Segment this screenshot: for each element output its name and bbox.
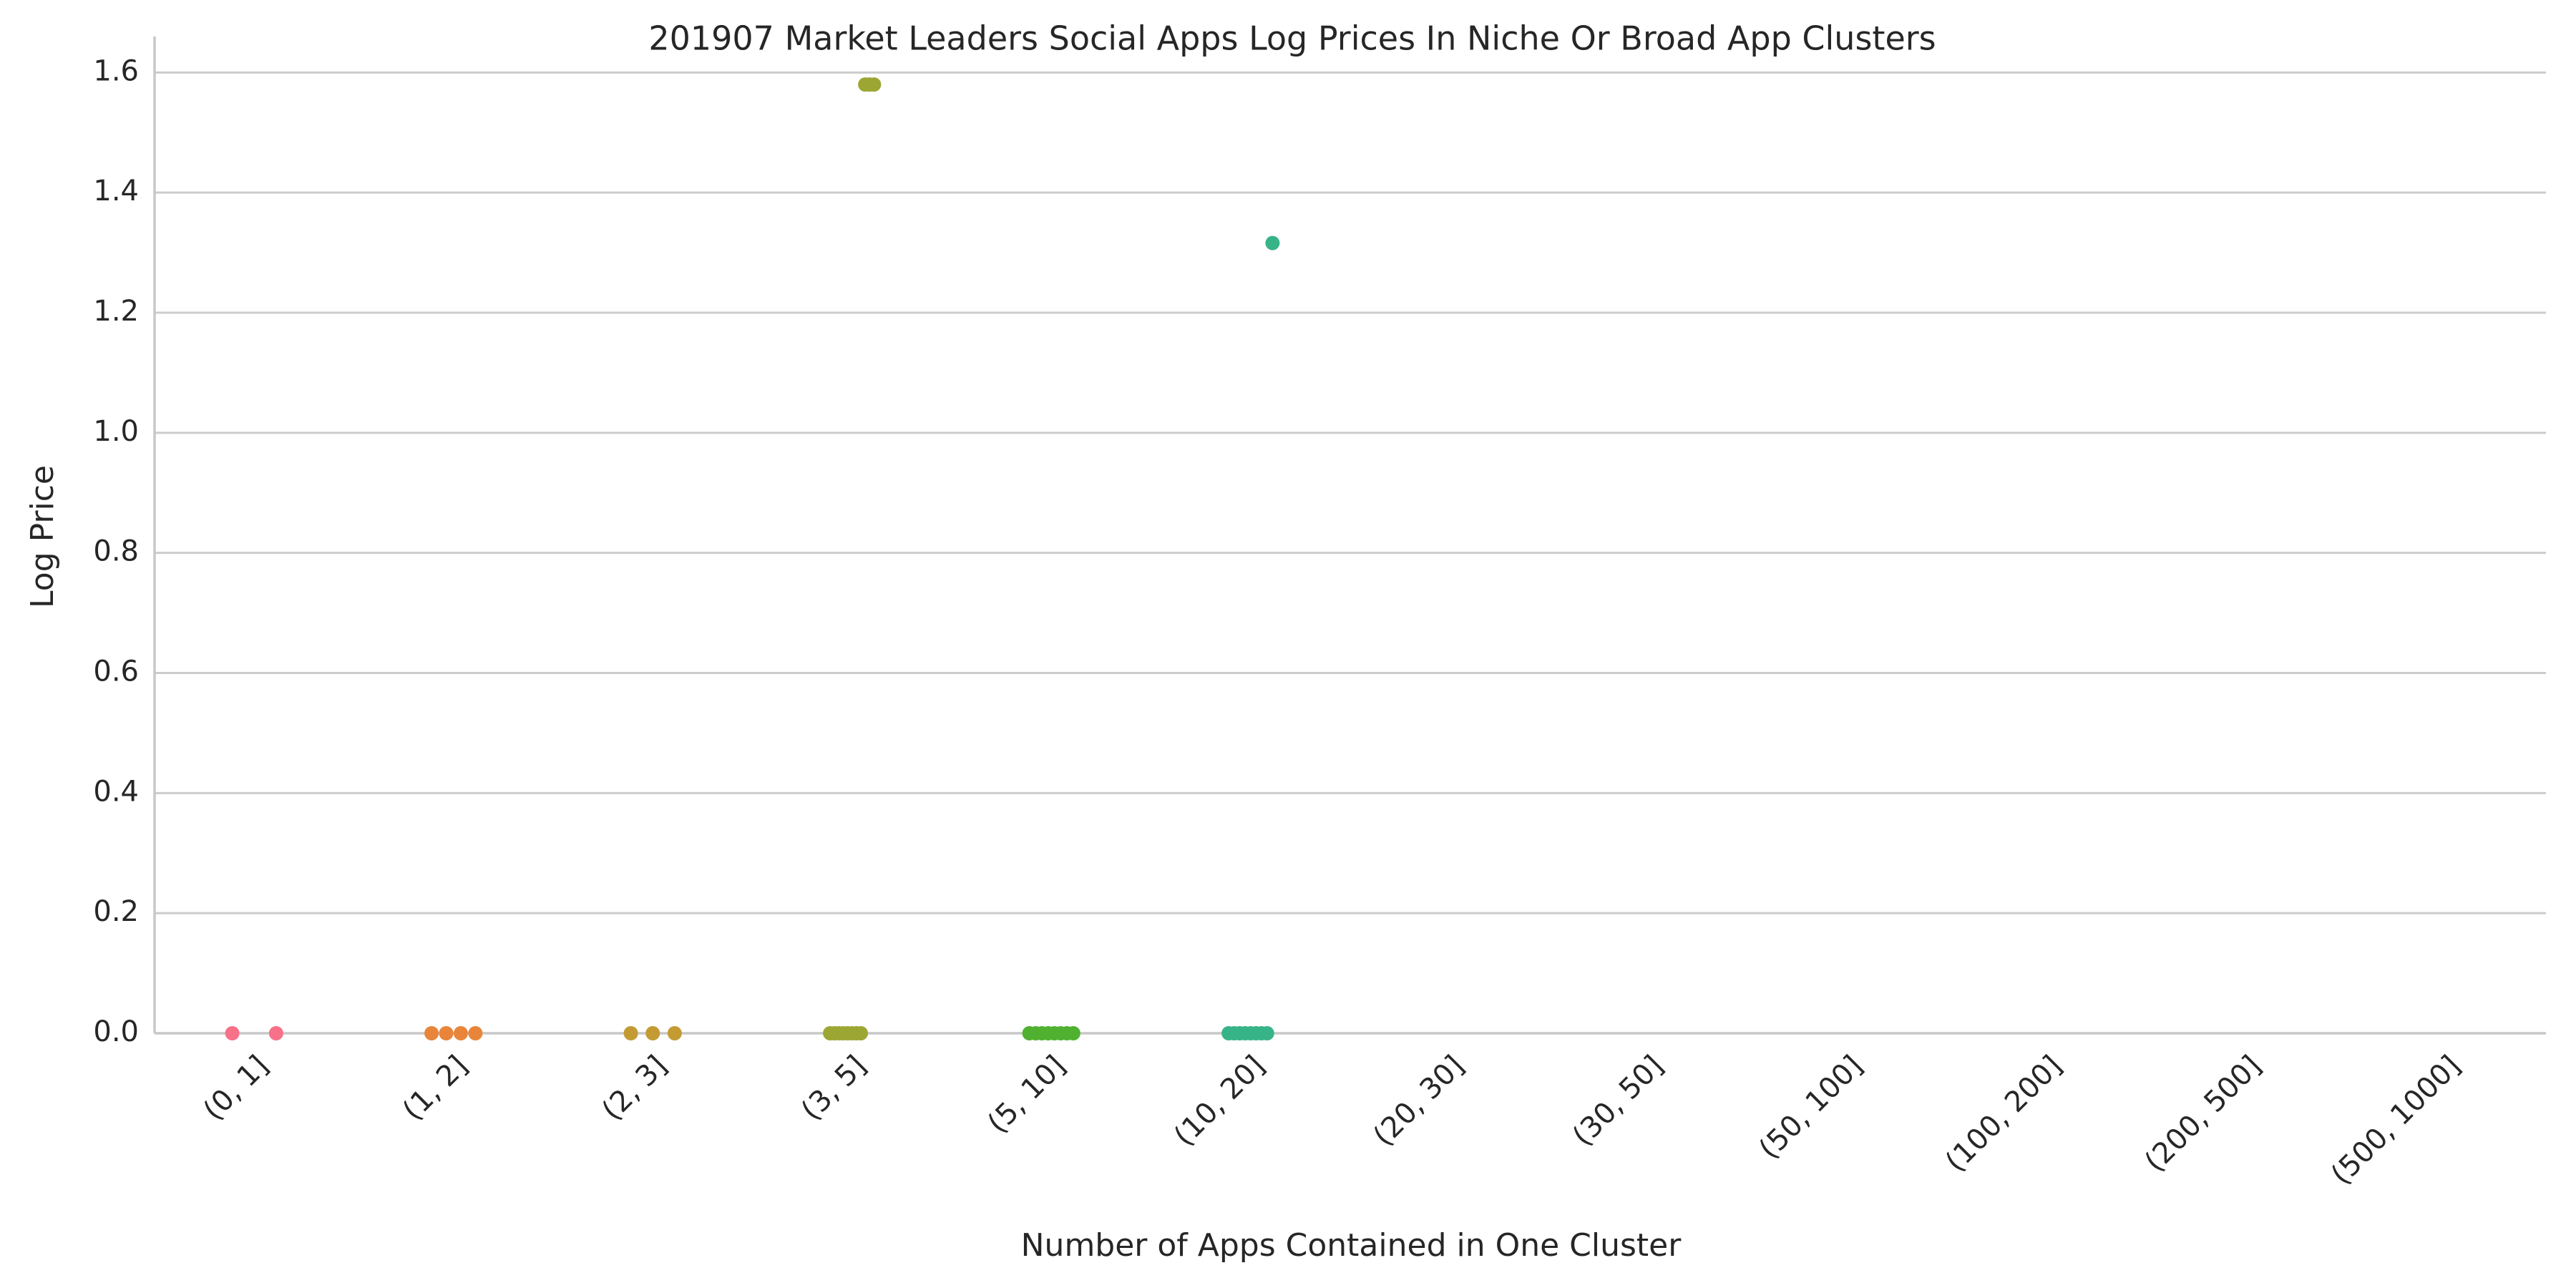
point <box>623 1026 638 1040</box>
point <box>225 1026 240 1040</box>
x-tick-label: (1, 2] <box>396 1049 474 1127</box>
y-tick-label: 0.8 <box>93 535 139 568</box>
y-tick-label: 0.6 <box>93 655 139 688</box>
y-tick-label: 0.4 <box>93 775 139 808</box>
point <box>424 1026 439 1040</box>
x-tick-label: (3, 5] <box>795 1049 873 1127</box>
y-tick-label: 1.2 <box>93 295 139 328</box>
x-tick-label: (30, 50] <box>1566 1049 1670 1153</box>
y-tick-label: 1.0 <box>93 415 139 448</box>
point <box>268 1026 283 1040</box>
x-tick-label: (5, 10] <box>982 1049 1073 1140</box>
y-tick-label: 0.2 <box>93 895 139 928</box>
point <box>453 1026 468 1040</box>
x-tick-label: (100, 200] <box>1939 1049 2069 1179</box>
y-tick-label: 0.0 <box>93 1015 139 1048</box>
point <box>1259 1026 1274 1040</box>
y-tick-label: 1.6 <box>93 54 139 87</box>
y-tick-label: 1.4 <box>93 175 139 208</box>
point <box>1065 1026 1080 1040</box>
x-tick-label: (50, 100] <box>1753 1049 1870 1166</box>
x-axis-label: Number of Apps Contained in One Cluster <box>1021 1227 1682 1264</box>
x-tick-label: (200, 500] <box>2139 1049 2268 1179</box>
chart-title: 201907 Market Leaders Social Apps Log Pr… <box>648 19 1936 58</box>
point <box>439 1026 454 1040</box>
point <box>468 1026 483 1040</box>
x-tick-label: (500, 1000] <box>2325 1049 2467 1191</box>
y-axis-label: Log Price <box>24 465 61 608</box>
point <box>645 1026 660 1040</box>
point <box>667 1026 682 1040</box>
x-tick-label: (0, 1] <box>197 1049 275 1127</box>
x-tick-label: (2, 3] <box>596 1049 674 1127</box>
point <box>854 1026 869 1040</box>
x-tick-label: (10, 20] <box>1168 1049 1272 1153</box>
point <box>1265 235 1280 250</box>
point <box>867 77 882 92</box>
x-tick-label: (20, 30] <box>1367 1049 1471 1153</box>
